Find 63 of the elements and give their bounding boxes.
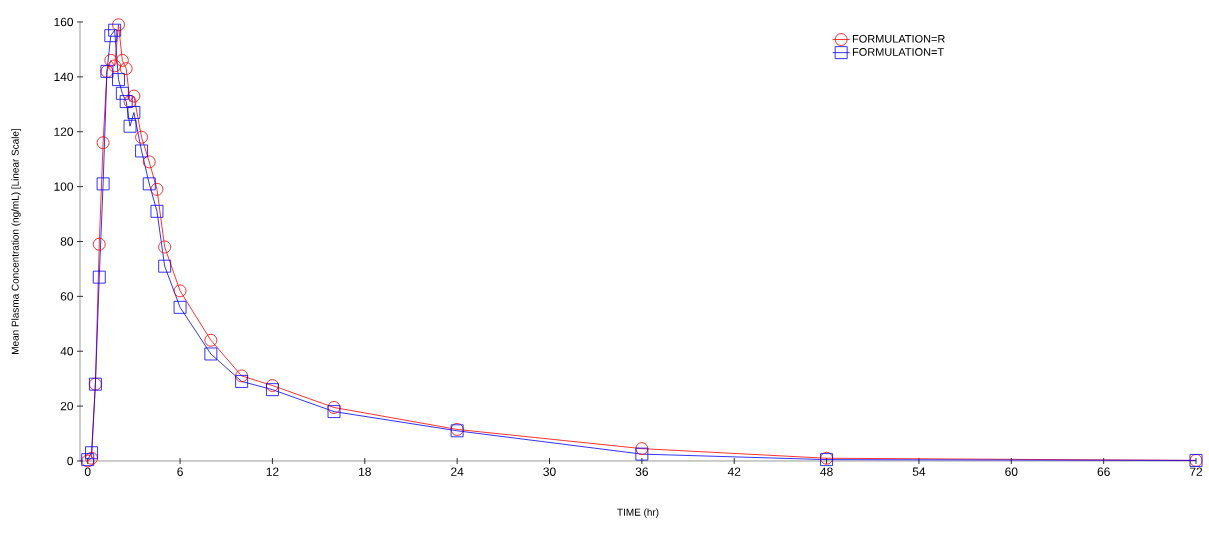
point <box>123 119 137 133</box>
y-tick-label: 60 <box>60 292 74 301</box>
point <box>119 62 133 76</box>
x-tick-label: 6 <box>177 467 183 476</box>
y-axis-title: Mean Plasma Concentration (ng/mL) [Linear Scale] <box>11 128 21 354</box>
x-axis-title: TIME (hr) <box>617 508 659 518</box>
point <box>158 259 172 273</box>
point <box>173 300 187 314</box>
point <box>135 144 148 158</box>
x-tick-label: 60 <box>1005 467 1018 476</box>
point <box>115 54 129 67</box>
point <box>135 130 148 144</box>
point <box>119 95 133 108</box>
x-tick-label: 66 <box>1097 467 1110 476</box>
point <box>142 155 156 169</box>
x-tick-label: 54 <box>912 467 926 476</box>
y-tick-label: 40 <box>60 347 74 356</box>
point <box>112 73 125 86</box>
point <box>158 240 172 254</box>
x-tick-label: 48 <box>820 467 833 476</box>
legend-label: FORMULATION=R <box>852 34 945 43</box>
x-tick-label: 30 <box>543 467 556 476</box>
y-tick-label: 0 <box>67 456 74 466</box>
y-tick-label: 140 <box>54 72 74 82</box>
x-tick-label: 12 <box>266 467 279 476</box>
x-tick-label: 42 <box>727 467 741 476</box>
point <box>150 204 164 218</box>
point <box>96 136 110 150</box>
point <box>235 369 249 383</box>
y-tick-label: 20 <box>60 401 74 411</box>
point <box>235 375 249 388</box>
legend-label: FORMULATION=T <box>852 48 944 56</box>
point <box>127 106 141 119</box>
point <box>266 379 279 392</box>
point <box>104 54 118 67</box>
point <box>635 442 649 456</box>
y-tick-label: 100 <box>54 182 74 191</box>
point <box>635 447 649 461</box>
y-tick-label: 120 <box>54 127 74 136</box>
point <box>85 451 98 465</box>
point <box>127 89 141 103</box>
x-tick-label: 18 <box>359 467 371 476</box>
y-tick-label: 80 <box>60 237 74 246</box>
point <box>104 29 118 43</box>
point <box>173 284 187 298</box>
point <box>115 86 129 100</box>
point <box>108 23 122 37</box>
point <box>266 383 279 397</box>
point <box>92 270 106 284</box>
point <box>204 347 218 361</box>
point <box>204 333 218 347</box>
point <box>92 237 106 251</box>
x-tick-label: 0 <box>84 467 91 476</box>
point <box>108 59 122 73</box>
point <box>112 18 125 32</box>
point <box>150 182 164 196</box>
point <box>142 177 156 191</box>
point <box>327 405 341 418</box>
point <box>96 177 110 191</box>
y-tick-label: 160 <box>54 17 74 27</box>
x-tick-label: 24 <box>451 467 464 476</box>
x-tick-label: 36 <box>635 467 648 476</box>
x-tick-label: 72 <box>1189 467 1203 476</box>
